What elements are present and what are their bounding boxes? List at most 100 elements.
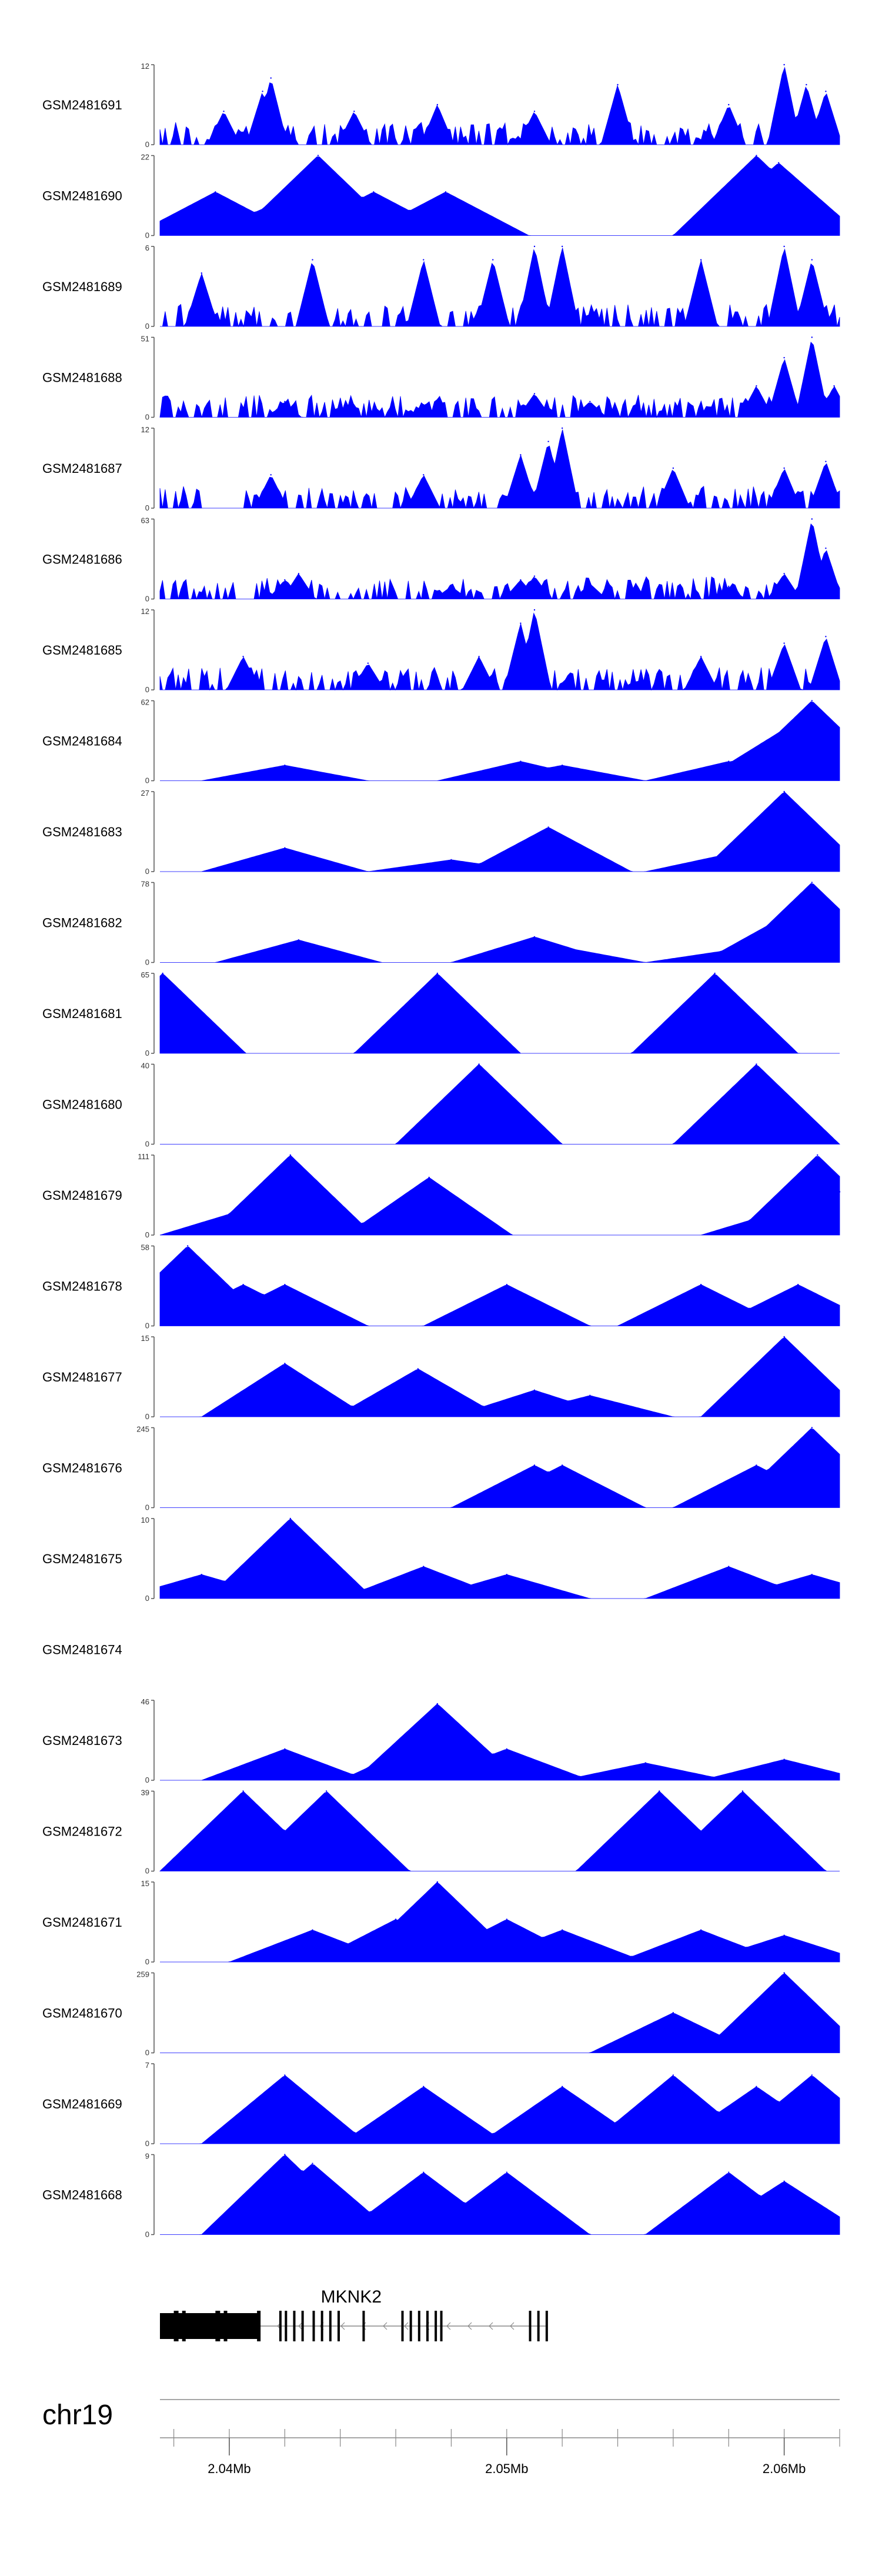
coverage-area — [159, 429, 840, 509]
gene-exon — [440, 2311, 443, 2341]
coverage-peak-point — [756, 385, 757, 387]
y-tick-label-zero: 0 — [145, 322, 149, 331]
coverage-peak-point — [284, 1748, 286, 1750]
coverage-peak-point — [714, 972, 716, 975]
y-tick-label-max: 51 — [141, 335, 149, 343]
y-tick-label-max: 78 — [141, 880, 149, 889]
coverage-peak-point — [284, 579, 286, 581]
coverage-peak-point — [728, 104, 730, 106]
coverage-peak-point — [700, 1929, 702, 1931]
coverage-peak-point — [436, 1703, 439, 1705]
y-tick-label-zero: 0 — [145, 1412, 149, 1421]
gene-model-track: MKNK2 — [160, 2287, 548, 2341]
coverage-peak-point — [242, 1790, 244, 1792]
y-tick-label-max: 12 — [141, 62, 149, 71]
coverage-peak-point — [825, 547, 827, 549]
coverage-peak-point — [783, 1972, 785, 1974]
coverage-peak-point — [423, 2086, 425, 2088]
track-label: GSM2481682 — [42, 916, 122, 930]
coverage-peak-point — [756, 155, 757, 156]
track-label: GSM2481688 — [42, 371, 122, 385]
y-tick-label-max: 63 — [141, 516, 149, 525]
coverage-peak-point — [783, 64, 785, 66]
y-tick-label-max: 9 — [145, 2152, 149, 2161]
gene-exon — [329, 2311, 332, 2341]
coverage-peak-point — [423, 1741, 425, 1743]
coverage-peak-point — [201, 1574, 202, 1576]
gene-strand-arrow — [467, 2322, 472, 2330]
coverage-peak-point — [825, 91, 827, 92]
coverage-peak-point — [783, 2180, 785, 2183]
coverage-peak-point — [242, 1209, 244, 1211]
coverage-peak-point — [162, 972, 163, 975]
y-tick-label-zero: 0 — [145, 1957, 149, 1966]
track-label: GSM2481668 — [42, 2188, 122, 2203]
coverage-peak-point — [506, 2171, 507, 2173]
coverage-peak-point — [811, 882, 813, 883]
y-tick-label-zero: 0 — [145, 503, 149, 512]
y-tick-label-max: 12 — [141, 425, 149, 434]
gene-exon — [401, 2311, 404, 2341]
coverage-peak-point — [783, 1934, 785, 1936]
y-tick-label-zero: 0 — [145, 867, 149, 876]
coverage-peak-point — [561, 764, 563, 766]
track-label: GSM2481678 — [42, 1279, 122, 1294]
coverage-peak-point — [561, 1929, 563, 1931]
track-label: GSM2481671 — [42, 1915, 122, 1930]
gene-strand-arrow — [489, 2322, 493, 2330]
track-gsm2481691: GSM2481691 12 0 — [42, 62, 840, 149]
coverage-peak-point — [811, 336, 813, 338]
coverage-peak-point — [492, 259, 494, 261]
coverage-peak-point — [547, 441, 549, 442]
y-tick-label-zero: 0 — [145, 685, 149, 694]
y-tick-label-zero: 0 — [145, 1322, 149, 1330]
gene-exon — [173, 2311, 179, 2341]
coverage-area — [159, 1518, 840, 1599]
coverage-peak-point — [783, 245, 785, 248]
track-label: GSM2481681 — [42, 1006, 122, 1021]
coverage-peak-point — [741, 1790, 744, 1792]
gene-exon — [223, 2311, 228, 2341]
coverage-peak-point — [353, 111, 355, 112]
gene-exon — [435, 2311, 437, 2341]
y-tick-label-max: 15 — [141, 1334, 149, 1343]
gene-strand-arrow — [404, 2322, 409, 2330]
coverage-peak-point — [644, 1762, 646, 1764]
gene-strand-arrow — [446, 2322, 451, 2330]
track-gsm2481682: GSM2481682 78 0 — [42, 880, 840, 967]
track-gsm2481673: GSM2481673 46 0 — [42, 1697, 840, 1784]
coverage-peak-point — [506, 1748, 507, 1750]
coverage-peak-point — [223, 111, 225, 112]
gene-exon — [529, 2311, 532, 2341]
coverage-peak-point — [215, 191, 216, 193]
coverage-peak-point — [700, 259, 702, 261]
track-gsm2481672: GSM2481672 39 0 — [42, 1788, 840, 1876]
gene-exon — [409, 2311, 412, 2341]
coverage-peak-point — [436, 104, 439, 106]
coverage-peak-point — [445, 191, 447, 193]
coverage-peak-point — [520, 622, 522, 624]
coverage-area — [159, 612, 840, 691]
gene-exon — [285, 2311, 288, 2341]
coverage-area — [160, 248, 840, 328]
coverage-peak-point — [367, 662, 369, 664]
coverage-peak-point — [312, 1929, 313, 1931]
coverage-peak-point — [617, 84, 619, 86]
coverage-peak-point — [256, 1574, 258, 1576]
track-label: GSM2481676 — [42, 1461, 122, 1476]
coverage-peak-point — [561, 1464, 563, 1466]
y-tick-label-max: 65 — [141, 970, 149, 979]
coverage-peak-point — [783, 1759, 785, 1760]
coverage-peak-point — [533, 1389, 536, 1391]
coverage-peak-point — [561, 2086, 563, 2088]
y-tick-label-zero: 0 — [145, 776, 149, 785]
coverage-area — [159, 66, 840, 146]
coverage-peak-point — [423, 2171, 425, 2173]
coverage-peak-point — [825, 1394, 827, 1396]
coverage-area — [160, 1064, 840, 1144]
y-tick-label-zero: 0 — [145, 2230, 149, 2239]
coverage-peak-point — [817, 1154, 818, 1156]
track-label: GSM2481677 — [42, 1370, 122, 1384]
coverage-peak-point — [284, 2154, 286, 2155]
coverage-peak-point — [783, 1336, 785, 1338]
